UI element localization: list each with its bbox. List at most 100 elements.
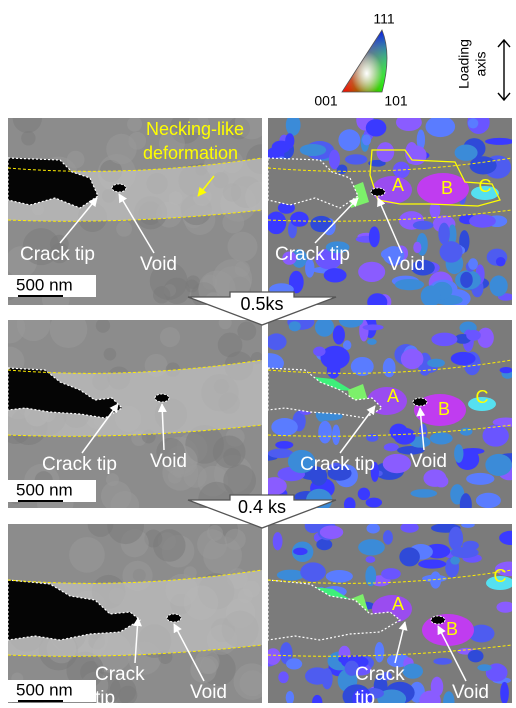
grain [468,650,484,662]
grain [367,339,377,345]
void-label: Void [150,451,187,472]
sem-texture [218,333,243,358]
grain [461,522,474,528]
grain [324,268,347,282]
grain [449,527,464,551]
grain [327,361,340,379]
grain [326,570,353,583]
sem-texture [21,131,35,145]
grain [383,530,393,545]
grain [468,258,478,270]
grain [383,454,411,473]
sem-texture [127,117,142,132]
grain [466,330,481,341]
crack-tip-label: Crack [95,664,145,685]
ipf-label: 001 [314,93,338,109]
grain [313,347,325,357]
grain [300,144,326,156]
grain [266,648,281,665]
grain [438,223,450,245]
ebsd-panel: Crack tipVoidABC [266,110,514,311]
scale-bar-label: 500 nm [16,275,73,294]
grain [266,211,286,234]
grain [496,257,506,266]
grain [358,488,370,500]
grain [369,226,380,247]
sem-texture [153,286,170,303]
grain [413,221,434,230]
grain [451,352,476,365]
grain [318,421,332,444]
grain [320,525,343,538]
void-label: Void [410,451,447,472]
grain [427,359,445,368]
grain [366,498,382,508]
scale-bar-label: 500 nm [16,680,73,699]
grain [286,691,294,704]
grain [290,212,309,227]
ipf-label: 101 [384,93,408,109]
grain [316,539,332,550]
sem-texture [13,104,42,133]
grain [399,547,420,566]
step-label: 0.5ks [240,294,283,314]
sem-texture [50,310,88,348]
crack-tip-label: tip [355,688,375,708]
grain [381,568,401,579]
grain [426,116,456,137]
void [413,398,427,406]
grain [460,493,472,516]
grain [431,333,457,347]
grain [277,570,305,581]
sem-texture [207,525,223,541]
sem-panel: Crack tip Void 500 nm [0,308,263,521]
grain [344,497,356,512]
sem-texture [223,464,256,497]
grain [469,214,496,227]
grain [286,114,301,135]
void-label: Void [140,254,177,275]
axis-label: Loading [456,39,472,89]
grain-label: B [441,178,453,198]
sem-texture [213,436,246,469]
crack-tip-label: Crack tip [275,244,350,265]
grain [377,142,395,162]
ebsd-panel: CracktipVoidABC [264,518,516,708]
grain-label: C [476,387,489,407]
grain [431,677,443,697]
sem-texture [222,212,244,234]
grain [285,133,294,148]
grain [338,129,360,151]
grain-label: C [494,566,507,586]
loading-arrow [498,40,510,100]
grain [367,523,380,533]
void [371,188,385,196]
ipf-label: 111 [373,11,394,27]
sem-texture [110,491,139,520]
grain [394,428,416,445]
grain [411,489,438,498]
grain [366,119,387,136]
grain [329,150,340,170]
void-label: Void [190,682,227,703]
ipf-triangle [342,30,387,92]
grain [289,321,301,331]
grain [358,539,385,555]
grain [418,559,446,568]
grain [433,658,452,665]
grain [496,602,514,613]
crack-tip-label: Crack tip [42,454,117,475]
grain [413,242,421,253]
crack-tip-label: Crack tip [300,454,375,475]
sem-texture [118,686,137,705]
grain-label: C [479,176,492,196]
grain [470,156,497,174]
grain [273,532,283,550]
grain [402,663,423,678]
grain-label: B [446,619,458,639]
grain [500,682,509,704]
scale-bar-label: 500 nm [16,480,73,499]
void-label: Void [388,254,425,275]
